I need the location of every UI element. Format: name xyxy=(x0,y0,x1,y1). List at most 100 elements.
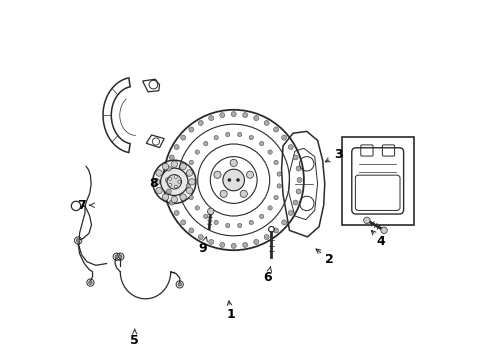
Circle shape xyxy=(223,169,244,191)
Circle shape xyxy=(198,234,203,239)
Circle shape xyxy=(248,135,253,140)
Circle shape xyxy=(208,239,213,244)
Circle shape xyxy=(198,121,203,126)
Circle shape xyxy=(162,163,168,170)
Circle shape xyxy=(174,185,177,188)
Bar xyxy=(341,137,413,225)
Circle shape xyxy=(188,179,195,185)
Circle shape xyxy=(219,113,224,118)
Circle shape xyxy=(189,160,193,165)
Circle shape xyxy=(169,155,174,160)
Circle shape xyxy=(214,220,218,225)
Circle shape xyxy=(153,179,160,185)
Circle shape xyxy=(166,189,171,194)
Circle shape xyxy=(156,170,162,176)
Circle shape xyxy=(230,159,237,166)
Circle shape xyxy=(240,190,247,197)
Circle shape xyxy=(253,116,258,121)
Text: 9: 9 xyxy=(199,242,207,255)
Circle shape xyxy=(115,255,118,258)
Circle shape xyxy=(248,220,253,225)
Circle shape xyxy=(220,190,227,197)
Circle shape xyxy=(171,161,177,167)
Circle shape xyxy=(237,132,242,137)
Circle shape xyxy=(186,187,192,194)
Circle shape xyxy=(160,168,187,195)
Circle shape xyxy=(273,160,278,165)
Circle shape xyxy=(186,170,192,176)
Circle shape xyxy=(267,206,272,210)
Circle shape xyxy=(267,150,272,154)
Circle shape xyxy=(213,171,221,178)
Circle shape xyxy=(295,189,301,194)
Circle shape xyxy=(76,239,80,242)
Circle shape xyxy=(162,194,168,200)
Circle shape xyxy=(259,141,263,146)
Circle shape xyxy=(174,176,177,179)
Circle shape xyxy=(195,206,199,210)
Circle shape xyxy=(207,208,214,215)
Circle shape xyxy=(165,177,170,183)
Circle shape xyxy=(203,214,207,219)
Circle shape xyxy=(178,283,181,286)
Circle shape xyxy=(195,150,199,154)
Circle shape xyxy=(152,160,196,203)
Circle shape xyxy=(208,116,213,121)
Circle shape xyxy=(171,196,177,203)
Circle shape xyxy=(156,187,162,194)
Circle shape xyxy=(174,210,179,215)
Circle shape xyxy=(246,171,253,178)
Text: 6: 6 xyxy=(263,271,272,284)
Circle shape xyxy=(242,242,247,247)
Circle shape xyxy=(264,121,268,126)
Circle shape xyxy=(277,184,281,188)
Circle shape xyxy=(295,166,301,171)
Circle shape xyxy=(281,135,286,140)
Circle shape xyxy=(178,180,181,183)
Circle shape xyxy=(236,178,239,182)
Circle shape xyxy=(169,200,174,205)
Text: 7: 7 xyxy=(77,199,86,212)
Circle shape xyxy=(281,220,286,225)
Circle shape xyxy=(203,141,207,146)
Circle shape xyxy=(181,220,185,225)
Circle shape xyxy=(227,178,231,182)
Text: 1: 1 xyxy=(226,309,235,321)
Circle shape xyxy=(189,195,193,200)
Circle shape xyxy=(287,144,293,150)
Circle shape xyxy=(287,210,293,215)
Circle shape xyxy=(168,183,171,186)
Circle shape xyxy=(237,223,242,228)
Circle shape xyxy=(225,223,229,228)
Circle shape xyxy=(292,200,298,205)
Circle shape xyxy=(231,112,236,117)
Circle shape xyxy=(273,127,278,132)
Circle shape xyxy=(292,155,298,160)
Circle shape xyxy=(231,243,236,248)
Circle shape xyxy=(188,228,193,233)
Circle shape xyxy=(380,227,386,233)
Circle shape xyxy=(273,195,278,200)
Text: 2: 2 xyxy=(324,253,333,266)
Circle shape xyxy=(219,242,224,247)
Circle shape xyxy=(88,281,92,284)
Circle shape xyxy=(273,228,278,233)
Circle shape xyxy=(225,132,229,137)
Circle shape xyxy=(166,166,171,171)
Circle shape xyxy=(185,172,190,176)
Text: 8: 8 xyxy=(149,177,158,190)
Circle shape xyxy=(264,234,268,239)
Circle shape xyxy=(188,127,193,132)
Circle shape xyxy=(185,184,190,188)
Circle shape xyxy=(214,135,218,140)
Circle shape xyxy=(174,144,179,150)
Circle shape xyxy=(180,163,186,170)
Circle shape xyxy=(180,194,186,200)
Circle shape xyxy=(296,177,302,183)
Circle shape xyxy=(118,255,122,258)
Circle shape xyxy=(181,135,185,140)
Circle shape xyxy=(363,217,369,224)
Circle shape xyxy=(259,214,263,219)
Circle shape xyxy=(167,175,181,189)
Text: 3: 3 xyxy=(333,148,342,161)
